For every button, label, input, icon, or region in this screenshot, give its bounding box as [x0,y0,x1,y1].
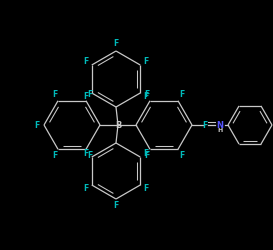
Text: F: F [144,57,149,66]
Text: F: F [113,202,119,210]
Text: F: F [113,40,119,48]
Text: F: F [144,92,149,101]
Text: F: F [83,57,88,66]
Text: N: N [216,120,224,130]
Text: F: F [83,184,88,193]
Text: F: F [83,149,88,158]
Text: F: F [179,90,184,99]
Text: F: F [144,151,149,160]
Text: F: F [34,120,40,130]
Text: F: F [144,90,149,99]
Text: F: F [52,151,57,160]
Text: F: F [144,184,149,193]
Text: F: F [144,149,149,158]
Text: F: F [87,151,92,160]
Text: F: F [202,120,208,130]
Text: F: F [87,90,92,99]
Text: F: F [52,90,57,99]
Text: F: F [179,151,184,160]
Text: B: B [115,120,121,130]
Text: H: H [217,128,222,134]
Text: F: F [83,92,88,101]
